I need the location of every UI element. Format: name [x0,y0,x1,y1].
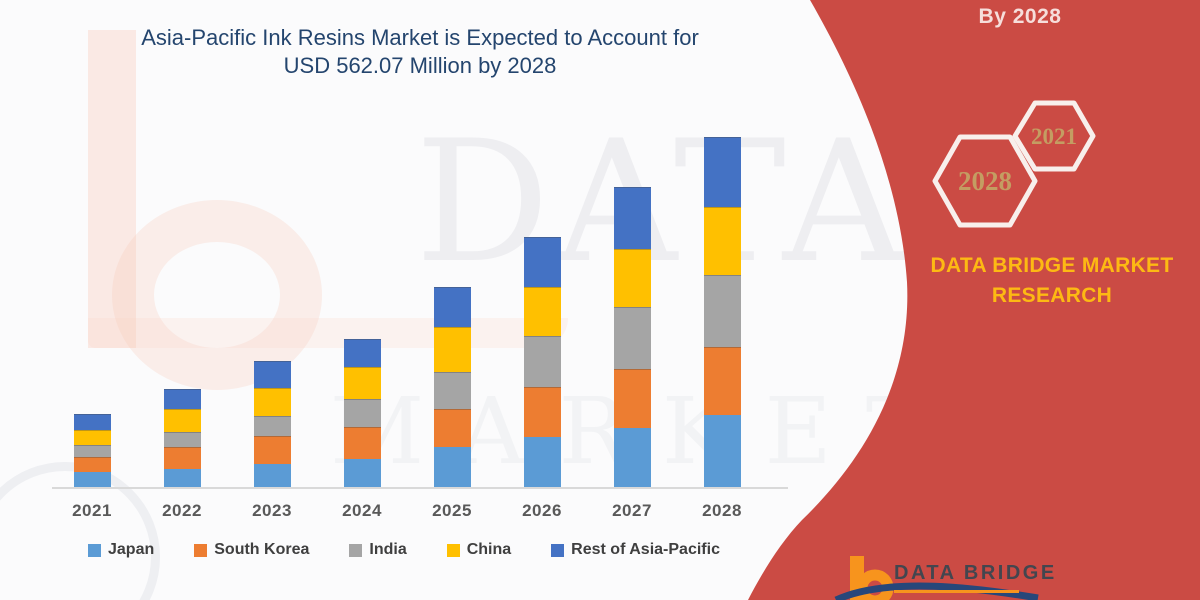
brand-name-text: DATA BRIDGE MARKET RESEARCH [922,251,1182,311]
hexagon-2028-label: 2028 [958,166,1012,196]
x-axis-label-2027: 2027 [612,501,652,520]
bar-2028-segment-india [703,275,741,347]
chart-legend: Japan South Korea India China Rest of Asia-P… [88,541,720,559]
bar-2024-segment-japan [343,458,381,487]
legend-item-china: China [446,541,512,559]
x-axis-baseline [52,487,788,489]
bar-2025-segment-rest-of-asia-pacific [433,287,471,327]
brand-name-line2: RESEARCH [991,284,1113,307]
bar-2022-segment-south-korea [163,447,201,469]
bar-2025-segment-china [433,327,471,372]
x-axis-label-2022: 2022 [162,501,202,520]
logo-text: DATA BRIDGE [894,562,1057,584]
bar-2022-segment-japan [163,468,201,487]
legend-item-india: India [349,541,407,559]
legend-label-china: China [466,541,512,558]
bar-2025-segment-india [433,371,471,409]
bar-2028-segment-south-korea [703,346,741,416]
bar-2021-segment-japan [73,472,111,487]
chart-title-line2: USD 562.07 Million by 2028 [283,53,557,78]
legend-label-india: India [369,541,407,558]
bar-2027-segment-south-korea [613,368,651,429]
legend-swatch-japan [88,543,101,557]
x-axis-label-2023: 2023 [252,501,292,520]
bar-2023-segment-south-korea [253,435,291,464]
bar-2027-segment-japan [613,428,651,487]
bar-2024-segment-rest-of-asia-pacific [343,339,381,368]
bar-2024-segment-south-korea [343,427,381,459]
bar-2023-segment-india [253,416,291,436]
legend-label-japan: Japan [108,541,155,558]
legend-item-south-korea: South Korea [194,541,309,559]
bar-2027-segment-china [613,248,651,308]
bar-2022 [163,389,201,487]
legend-swatch-india [349,543,363,557]
bar-2026-segment-china [523,287,561,336]
bar-2023-segment-rest-of-asia-pacific [253,361,291,389]
bar-2021-segment-india [73,445,111,458]
bar-2026-segment-south-korea [523,387,561,438]
x-axis-label-2026: 2026 [522,501,562,520]
legend-swatch-rest-of-asia-pacific [551,543,565,557]
bar-2028-segment-japan [703,415,741,487]
bar-2021-segment-south-korea [73,457,111,473]
bar-2023-segment-china [253,388,291,417]
bar-2022-segment-rest-of-asia-pacific [163,389,201,410]
bar-2024 [343,339,381,487]
bar-2023 [253,361,291,487]
bar-2028-segment-rest-of-asia-pacific [703,137,741,207]
bar-2022-segment-china [163,409,201,433]
chart-title-line1: Asia-Pacific Ink Resins Market is Expect… [141,25,699,50]
bar-2026 [523,237,561,487]
x-axis-label-2025: 2025 [432,501,472,520]
legend-label-rest-of-asia-pacific: Rest of Asia-Pacific [571,541,720,558]
bar-2026-segment-japan [523,437,561,487]
bar-2026-segment-rest-of-asia-pacific [523,237,561,288]
x-axis-label-2028: 2028 [702,501,742,520]
bar-2024-segment-india [343,399,381,428]
bar-2027 [613,186,651,487]
bar-2021 [73,413,111,487]
legend-item-rest-of-asia-pacific: Rest of Asia-Pacific [551,541,720,559]
hexagon-2021-label: 2021 [1031,124,1077,149]
logo-underline [894,590,1019,593]
bar-2027-segment-india [613,307,651,369]
bar-2025 [433,287,471,487]
bar-2028 [703,137,741,487]
x-axis-label-2024: 2024 [342,501,382,520]
bar-2023-segment-japan [253,463,291,487]
bar-2024-segment-china [343,367,381,400]
bar-2027-segment-rest-of-asia-pacific [613,186,651,249]
bar-2021-segment-china [73,430,111,446]
bar-2025-segment-japan [433,447,471,487]
legend-swatch-south-korea [194,543,208,557]
bar-2026-segment-india [523,335,561,388]
data-bridge-logo: DATA BRIDGE [828,548,1158,600]
legend-item-japan: Japan [88,541,154,559]
bar-2022-segment-india [163,432,201,448]
legend-label-south-korea: South Korea [214,541,310,558]
chart-title: Asia-Pacific Ink Resins Market is Expect… [55,24,785,80]
bar-2021-segment-rest-of-asia-pacific [73,413,111,431]
legend-swatch-china [446,543,460,557]
bar-2028-segment-china [703,206,741,276]
bar-2025-segment-south-korea [433,408,471,448]
brand-name-line1: DATA BRIDGE MARKET [930,254,1174,277]
x-axis-label-2021: 2021 [72,501,112,520]
